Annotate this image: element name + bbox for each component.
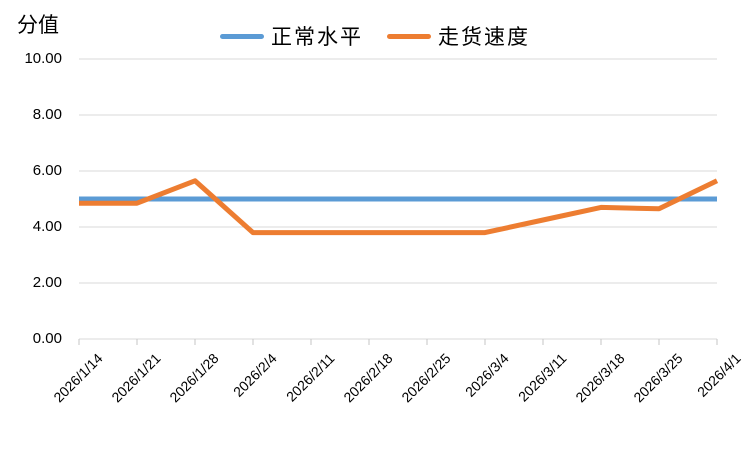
series-line-shipping-speed bbox=[79, 178, 719, 236]
y-axis-title: 分值 bbox=[17, 14, 59, 37]
